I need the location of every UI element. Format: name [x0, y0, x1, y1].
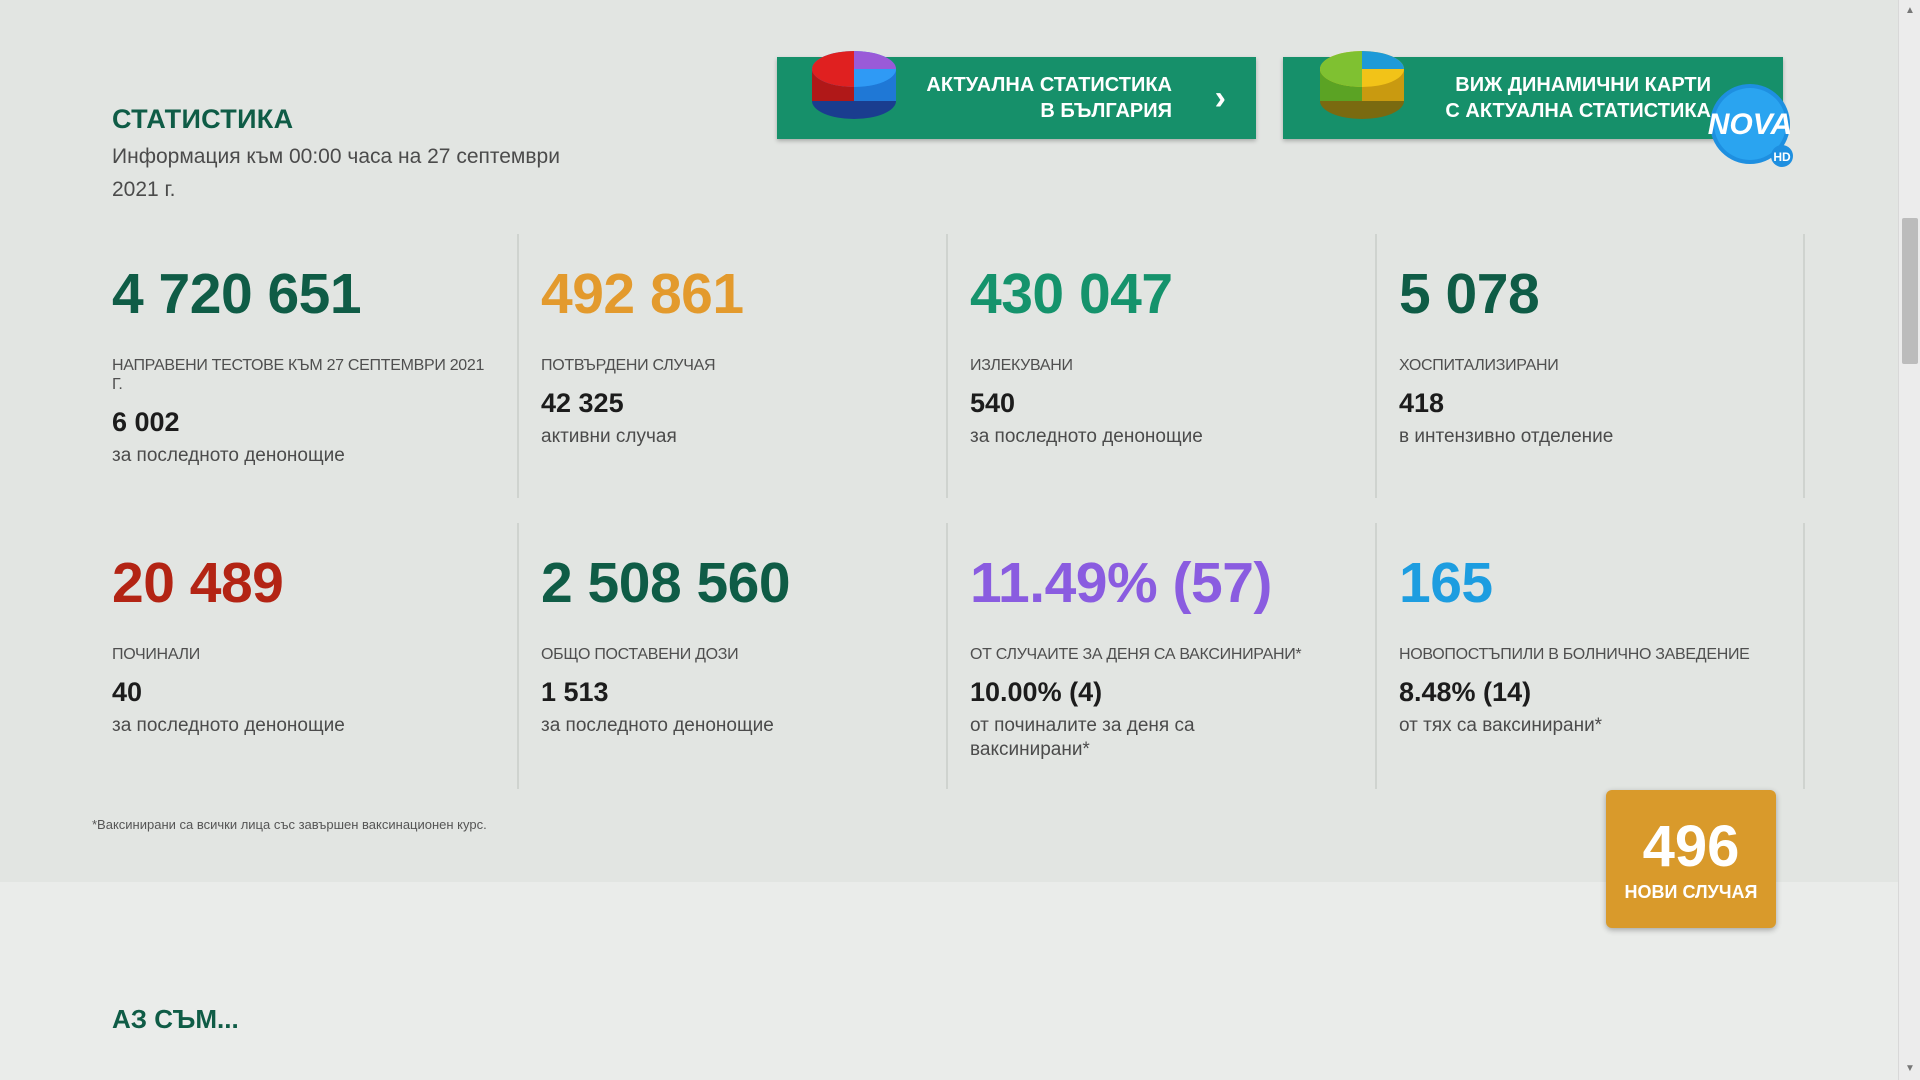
stat-doses: 2 508 560 ОБЩО ПОСТАВЕНИ ДОЗИ 1 513 за п… [541, 551, 971, 738]
new-cases-value: 496 [1642, 813, 1740, 879]
pie-chart-icon [1320, 51, 1404, 119]
statistics-panel [0, 0, 1898, 882]
logo-hd: HD [1773, 150, 1791, 164]
pie-chart-icon [812, 51, 896, 119]
stat-value: 5 078 [1399, 262, 1540, 326]
dynamic-maps-label: ВИЖ ДИНАМИЧНИ КАРТИ С АКТУАЛНА СТАТИСТИК… [1445, 74, 1711, 122]
divider [1375, 523, 1377, 789]
footnote: *Ваксинирани са всички лица със завършен… [92, 817, 487, 832]
stat-caption: НАПРАВЕНИ ТЕСТОВЕ КЪМ 27 СЕПТЕМВРИ 2021 … [112, 357, 485, 393]
stat-deaths: 20 489 ПОЧИНАЛИ 40 за последното денонощ… [112, 551, 542, 738]
stat-value: 4 720 651 [112, 262, 362, 326]
stat-caption: ПОЧИНАЛИ [112, 646, 200, 663]
stat-caption: ОТ СЛУЧАИТЕ ЗА ДЕНЯ СА ВАКСИНИРАНИ* [970, 646, 1302, 663]
stat-sub-value: 418 [1399, 388, 1445, 418]
scroll-thumb[interactable] [1902, 218, 1918, 364]
stat-sub-value: 540 [970, 388, 1016, 418]
stat-value: 165 [1399, 551, 1493, 615]
stat-caption: НОВОПОСТЪПИЛИ В БОЛНИЧНО ЗАВЕДЕНИЕ [1399, 646, 1750, 663]
stat-sub-value: 10.00% (4) [970, 677, 1103, 707]
stat-value: 492 861 [541, 262, 744, 326]
new-cases-badge: 496 НОВИ СЛУЧАЯ [1606, 790, 1776, 928]
stat-tests: 4 720 651 НАПРАВЕНИ ТЕСТОВЕ КЪМ 27 СЕПТЕ… [112, 262, 542, 468]
stat-sub-value: 1 513 [541, 677, 609, 707]
stat-new-hospital: 165 НОВОПОСТЪПИЛИ В БОЛНИЧНО ЗАВЕДЕНИЕ 8… [1399, 551, 1829, 738]
current-stats-label: АКТУАЛНА СТАТИСТИКА В БЪЛГАРИЯ [926, 74, 1172, 122]
chevron-right-icon: › [1214, 79, 1226, 117]
stat-recovered: 430 047 ИЗЛЕКУВАНИ 540 за последното ден… [970, 262, 1400, 449]
stat-caption: ОБЩО ПОСТАВЕНИ ДОЗИ [541, 646, 739, 663]
divider [517, 523, 519, 789]
scroll-down-icon[interactable]: ▼ [1905, 1063, 1915, 1074]
divider [1803, 234, 1805, 498]
stat-caption: ПОТВЪРДЕНИ СЛУЧАЯ [541, 357, 716, 374]
lower-section [0, 882, 1898, 1080]
scroll-up-icon[interactable]: ▲ [1905, 5, 1915, 16]
stat-caption: ХОСПИТАЛИЗИРАНИ [1399, 357, 1559, 374]
section-title: СТАТИСТИКА [112, 104, 294, 134]
stat-caption: ИЗЛЕКУВАНИ [970, 357, 1073, 374]
stat-sub-text: за последното денонощие [112, 445, 345, 466]
divider [1375, 234, 1377, 498]
nova-hd-logo: NOVA HD [1708, 84, 1793, 167]
stat-sub-text: за последното денонощие [970, 426, 1203, 447]
stat-hospitalized: 5 078 ХОСПИТАЛИЗИРАНИ 418 в интензивно о… [1399, 262, 1829, 449]
stat-value: 430 047 [970, 262, 1173, 326]
dynamic-maps-button[interactable]: ВИЖ ДИНАМИЧНИ КАРТИ С АКТУАЛНА СТАТИСТИК… [1283, 51, 1783, 139]
stat-vaccinated-cases: 11.49% (57) ОТ СЛУЧАИТЕ ЗА ДЕНЯ СА ВАКСИ… [970, 551, 1400, 762]
vertical-scrollbar[interactable]: ▲ ▼ [1898, 0, 1920, 1080]
stat-sub-text: от тях са ваксинирани* [1399, 715, 1603, 736]
divider [517, 234, 519, 498]
current-stats-button[interactable]: АКТУАЛНА СТАТИСТИКА В БЪЛГАРИЯ › [777, 51, 1256, 139]
logo-text: NOVA [1708, 108, 1792, 141]
next-section-heading: АЗ СЪМ... [112, 1004, 239, 1034]
stat-sub-value: 40 [112, 677, 143, 707]
divider [1803, 523, 1805, 789]
stat-value: 2 508 560 [541, 551, 791, 615]
stat-sub-text: за последното денонощие [541, 715, 774, 736]
divider [946, 523, 948, 789]
stat-value: 20 489 [112, 551, 284, 615]
stat-sub-text: в интензивно отделение [1399, 426, 1614, 447]
stat-confirmed: 492 861 ПОТВЪРДЕНИ СЛУЧАЯ 42 325 активни… [541, 262, 971, 449]
new-cases-label: НОВИ СЛУЧАЯ [1624, 881, 1758, 902]
stat-sub-text: за последното денонощие [112, 715, 345, 736]
stat-value: 11.49% (57) [970, 551, 1272, 615]
stat-sub-text: от починалите за деня са ваксинирани* [970, 715, 1195, 760]
stat-sub-value: 6 002 [112, 407, 180, 437]
stat-sub-value: 42 325 [541, 388, 624, 418]
divider [946, 234, 948, 498]
stat-sub-text: активни случая [541, 426, 677, 447]
stat-sub-value: 8.48% (14) [1399, 677, 1532, 707]
info-date: Информация към 00:00 часа на 27 септемвр… [112, 145, 560, 201]
